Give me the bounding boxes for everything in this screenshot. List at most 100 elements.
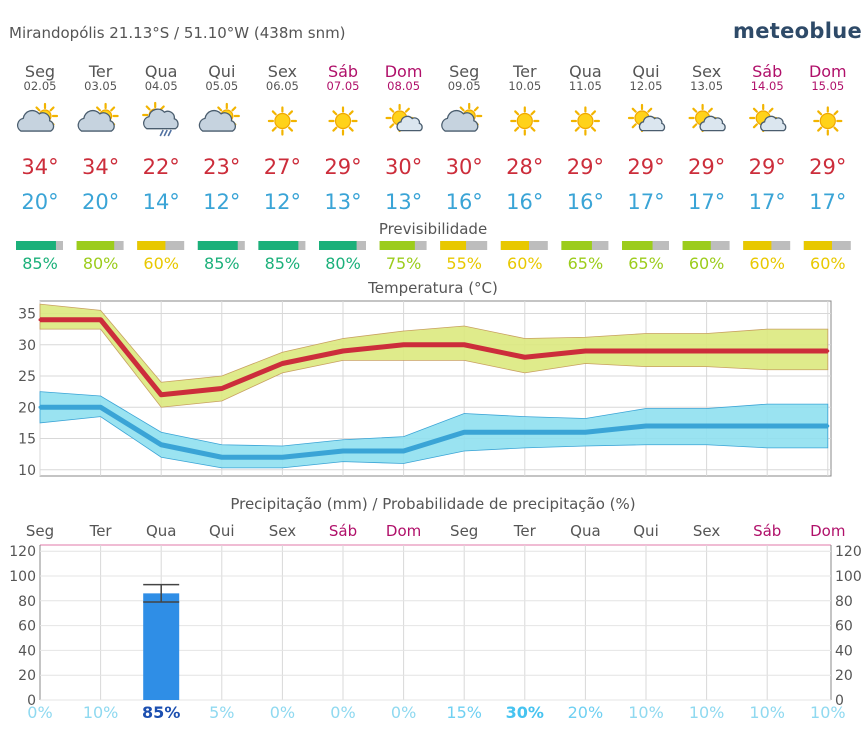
min-temperature-point [159, 443, 163, 447]
min-temperature-spread-band [39, 391, 829, 469]
temperature-y-tick: 20 [18, 400, 36, 416]
sun-ray [817, 126, 823, 132]
day-name: Qui [208, 62, 235, 81]
sun-ray [817, 110, 823, 116]
sun-ray [145, 105, 151, 111]
temperature-chart: Temperatura (°C) 10 15 20 25 30 35 [18, 279, 832, 479]
day-name: Dom [809, 62, 847, 81]
partly-cloudy-icon [77, 102, 119, 132]
max-temperature-point [280, 362, 284, 365]
sun-icon [328, 106, 358, 136]
max-temperature: 29° [567, 155, 604, 179]
sun-ray [288, 126, 294, 132]
day-name: Seg [449, 62, 479, 81]
precipitation-day-label: Sex [269, 522, 296, 540]
max-temperature-point [38, 318, 42, 322]
meteoblue-logo[interactable]: meteoblue [733, 19, 862, 43]
sun-ray [35, 106, 41, 112]
max-temperature: 30° [446, 155, 483, 179]
sun-ray [752, 123, 758, 129]
sun-ray [514, 126, 520, 132]
max-temperature-point [341, 349, 345, 353]
min-temperature-point [341, 449, 345, 453]
day-date: 10.05 [508, 79, 541, 93]
sun-ray [159, 105, 165, 111]
sun-ray [348, 126, 354, 132]
partly-cloudy-icon [441, 102, 483, 132]
min-temperature: 13° [324, 190, 361, 214]
min-temperature-point [402, 449, 406, 453]
sun-shape [510, 106, 540, 136]
temperature-y-tick: 10 [18, 463, 36, 479]
predictability-bar-fill [561, 241, 592, 250]
precipitation-day-label: Ter [89, 522, 113, 540]
sun-ray [631, 107, 637, 113]
precipitation-probability-value: 0% [270, 703, 295, 722]
min-temperature-point [99, 405, 103, 409]
min-temperature: 16° [567, 190, 604, 214]
sun-ray [574, 110, 580, 116]
precipitation-day-label: Qui [209, 522, 234, 540]
sun-disc [516, 112, 533, 130]
max-temperature: 29° [749, 155, 786, 179]
max-temperature: 34° [82, 155, 119, 179]
cloud-shape [77, 109, 115, 132]
max-temperature: 29° [324, 155, 361, 179]
temperature-y-tick: 25 [18, 369, 36, 385]
sun-ray [404, 107, 410, 113]
predictability-value: 80% [325, 254, 361, 273]
predictability-value: 75% [386, 254, 422, 273]
precipitation-probability-value: 0% [391, 703, 416, 722]
min-temperature: 16° [446, 190, 483, 214]
max-temperature-point [220, 387, 224, 390]
predictability-value: 60% [749, 254, 785, 273]
precipitation-probability-value: 10% [689, 703, 725, 722]
day-date: 15.05 [811, 79, 844, 93]
max-temperature: 34° [21, 155, 58, 179]
sun-shape [267, 106, 297, 136]
predictability-value: 60% [689, 254, 725, 273]
predictability-bar-fill [500, 241, 529, 250]
sun-icon [267, 106, 297, 136]
min-temperature-point [705, 424, 709, 428]
sun-icon [510, 106, 540, 136]
temperature-chart-title: Temperatura (°C) [367, 279, 498, 297]
sun-cloud-icon [749, 103, 787, 133]
day-date: 06.05 [266, 79, 299, 93]
predictability-bar-fill [440, 241, 467, 250]
sun-icon [570, 106, 601, 136]
sun-ray [288, 110, 294, 116]
precipitation-day-label: Ter [513, 522, 537, 540]
temperature-y-tick: 15 [18, 432, 36, 448]
max-temperature-point [705, 349, 709, 353]
precipitation-y-tick-left: 80 [18, 594, 36, 610]
cloud-shape [17, 109, 55, 132]
sun-ray [530, 110, 536, 116]
precipitation-probability-value: 5% [209, 703, 234, 722]
cloud-shape [143, 108, 179, 130]
precipitation-probability-value: 0% [27, 703, 52, 722]
sun-shape [570, 106, 601, 136]
sun-ray [459, 106, 465, 112]
precipitation-day-label: Qua [570, 522, 601, 540]
sun-ray [348, 110, 354, 116]
sun-ray [591, 126, 597, 132]
sun-ray [833, 126, 839, 132]
min-temperature: 20° [21, 190, 58, 214]
day-name: Sex [268, 62, 297, 81]
precipitation-probability-value: 10% [749, 703, 785, 722]
precipitation-y-tick-left: 120 [9, 544, 36, 560]
min-temperature-line [40, 404, 828, 460]
min-temperature-point [462, 430, 466, 434]
min-temperature: 17° [627, 190, 664, 214]
day-name: Qua [145, 62, 178, 81]
predictability-value: 60% [143, 254, 179, 273]
sun-disc [334, 112, 352, 130]
rain-drop [167, 129, 172, 137]
max-temperature: 30° [385, 155, 422, 179]
sun-ray [231, 106, 237, 112]
precipitation-y-tick-right: 20 [835, 668, 853, 684]
day-date: 13.05 [690, 79, 723, 93]
max-temperature-point [402, 343, 406, 347]
precipitation-day-label: Dom [810, 522, 845, 540]
